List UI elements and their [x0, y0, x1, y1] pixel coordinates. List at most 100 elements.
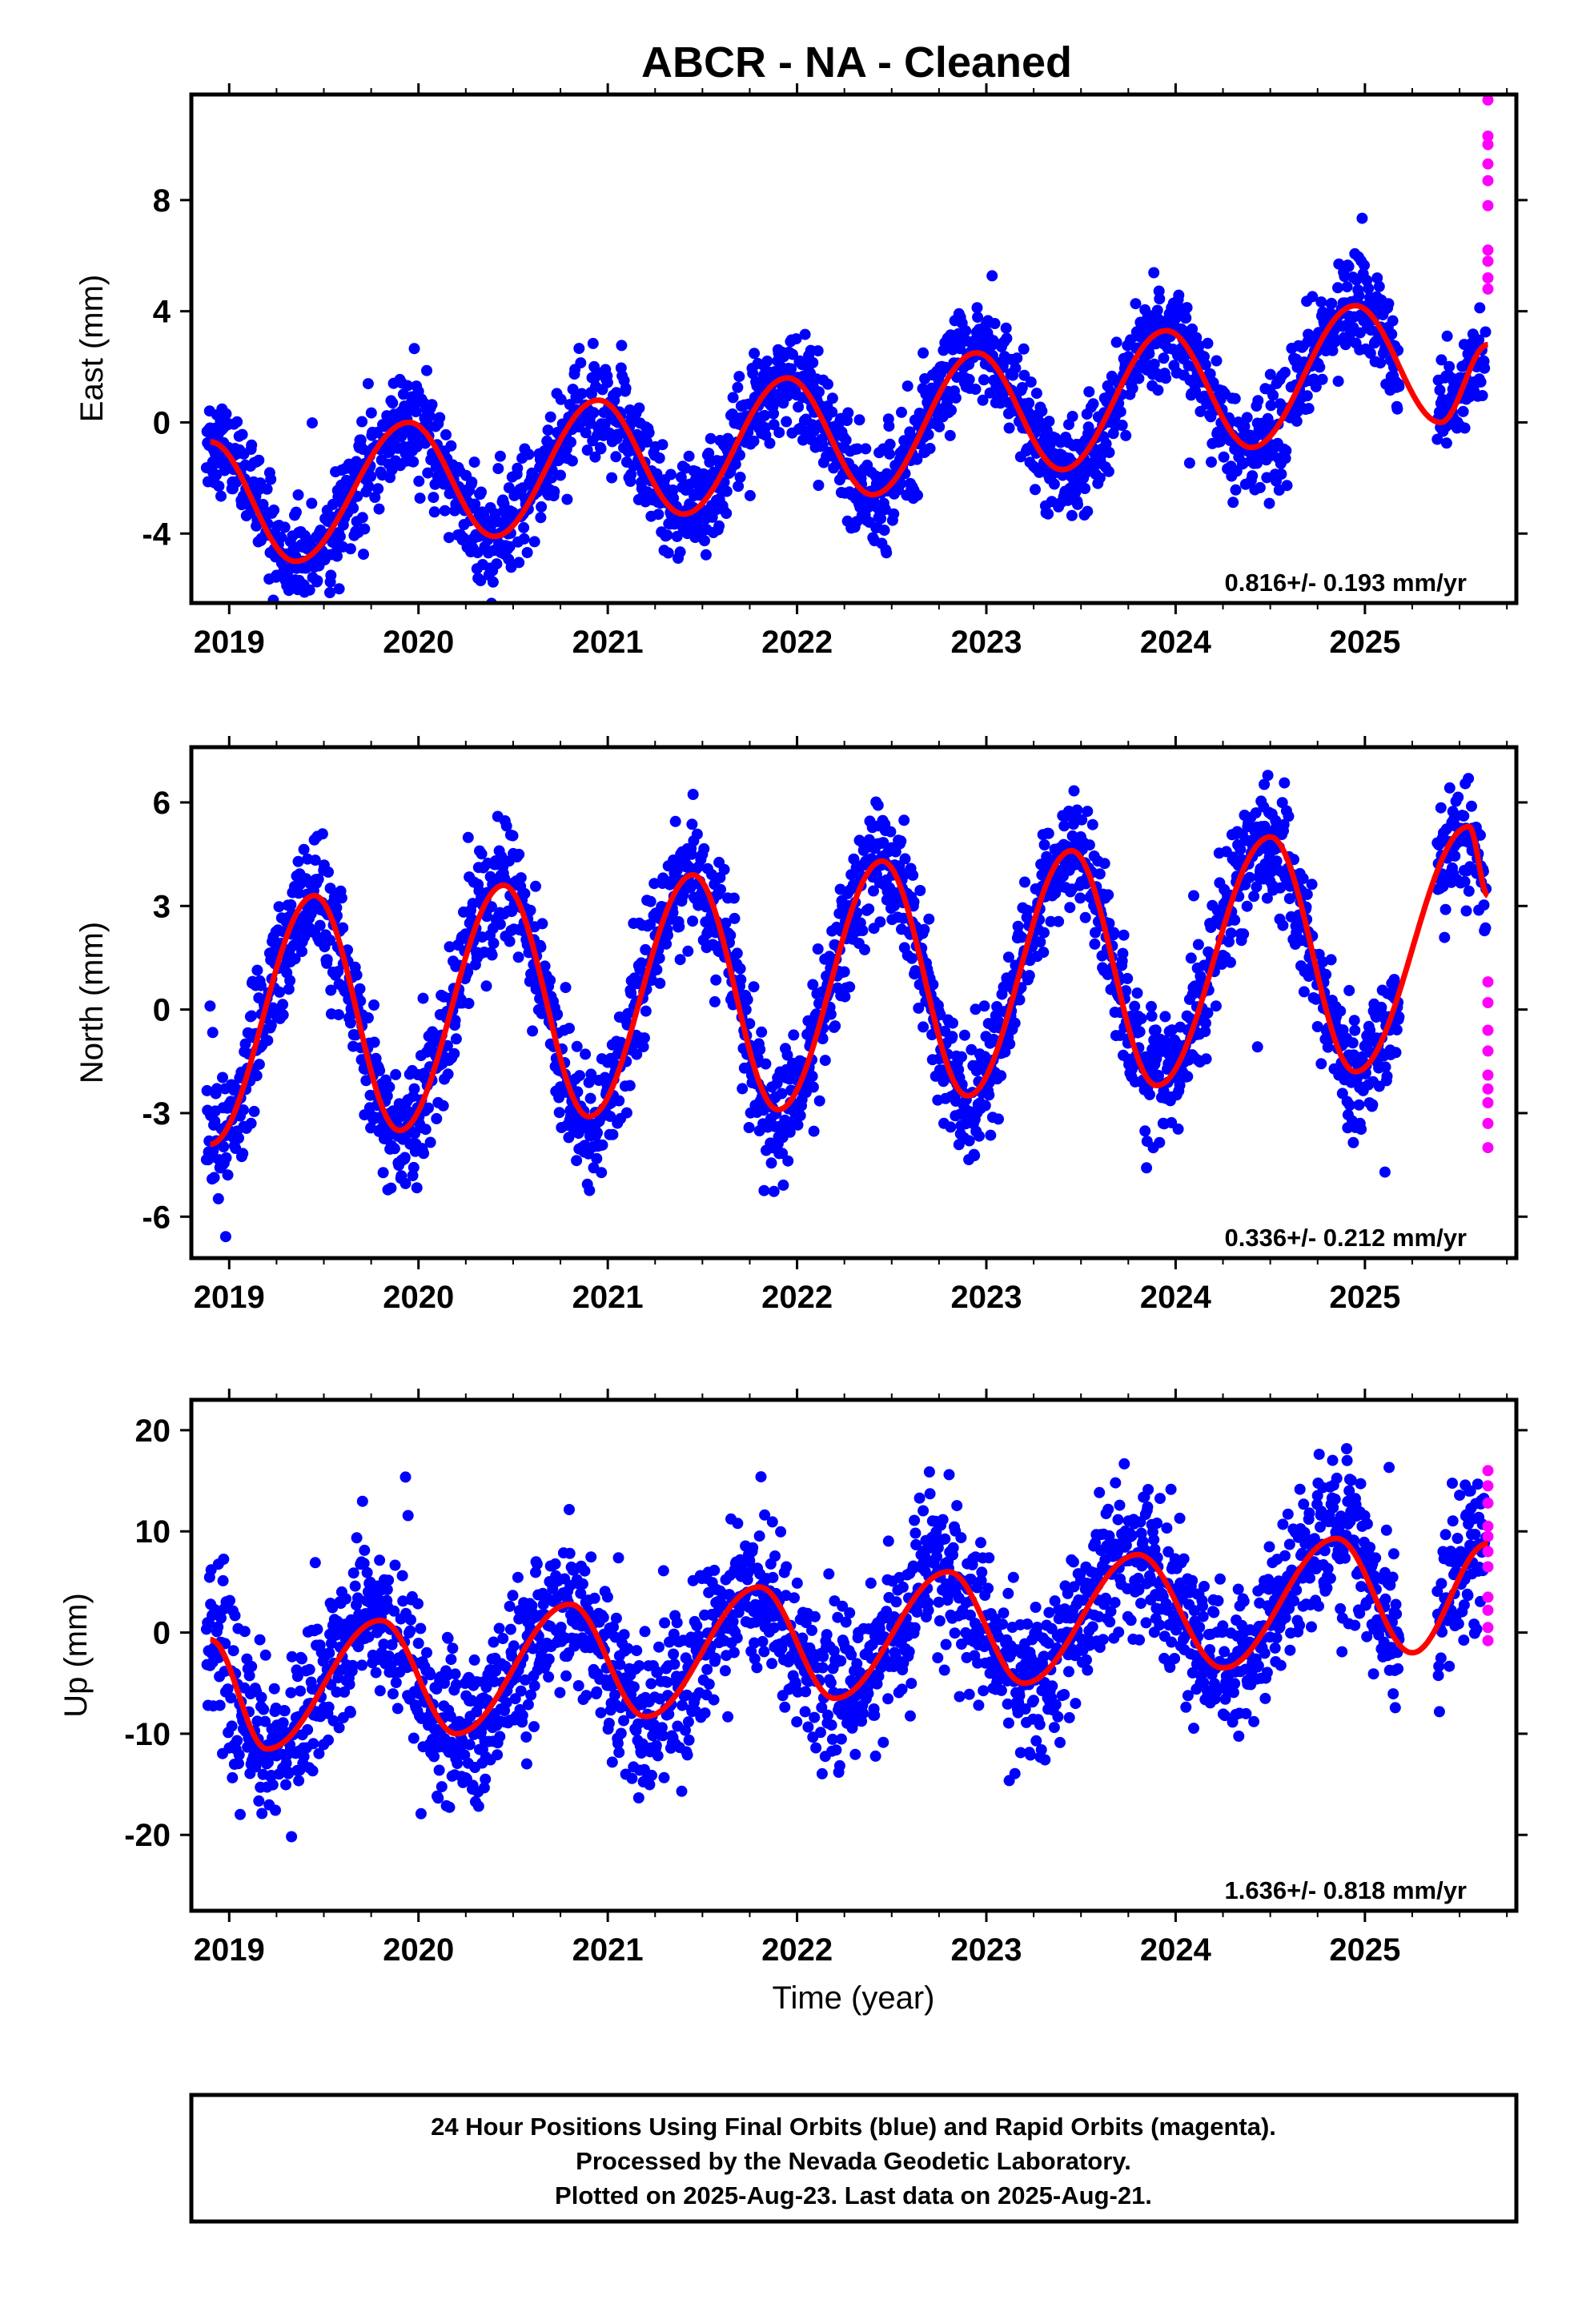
final-orbit-point: [280, 1757, 292, 1769]
final-orbit-point: [756, 1026, 768, 1038]
final-orbit-point: [1355, 1124, 1367, 1136]
final-orbit-point: [888, 508, 900, 520]
rapid-orbit-point: [1482, 1045, 1494, 1057]
final-orbit-point: [265, 473, 277, 485]
final-orbit-point: [734, 963, 746, 975]
final-orbit-point: [267, 1779, 279, 1791]
final-orbit-point: [347, 502, 359, 514]
final-orbit-point: [373, 503, 385, 515]
final-orbit-point: [575, 357, 587, 369]
final-orbit-point: [1276, 797, 1288, 809]
north-rapid-orbit-points: [1482, 976, 1494, 1154]
final-orbit-point: [747, 368, 759, 380]
final-orbit-point: [1251, 881, 1263, 893]
final-orbit-point: [768, 1185, 780, 1197]
final-orbit-point: [808, 1125, 820, 1137]
x-tick-label: 2022: [761, 1280, 833, 1315]
final-orbit-point: [914, 885, 926, 896]
final-orbit-point: [325, 984, 337, 996]
final-orbit-point: [1347, 1136, 1359, 1148]
final-orbit-point: [881, 547, 893, 559]
final-orbit-point: [1071, 804, 1083, 816]
final-orbit-point: [727, 392, 739, 404]
y-tick-label: -20: [124, 1818, 171, 1853]
final-orbit-point: [251, 964, 263, 976]
final-orbit-point: [1435, 802, 1447, 814]
final-orbit-point: [572, 1128, 584, 1140]
final-orbit-point: [985, 1129, 997, 1141]
final-orbit-point: [356, 1659, 368, 1671]
final-orbit-point: [912, 489, 923, 501]
final-orbit-point: [494, 450, 506, 462]
final-orbit-point: [1230, 484, 1242, 496]
final-orbit-point: [552, 1008, 564, 1020]
final-orbit-point: [595, 443, 607, 455]
final-orbit-point: [1306, 879, 1318, 891]
final-orbit-point: [1134, 1026, 1146, 1038]
final-orbit-point: [535, 941, 547, 953]
final-orbit-point: [671, 530, 683, 542]
final-orbit-point: [233, 1749, 245, 1761]
final-orbit-point: [519, 887, 531, 899]
final-orbit-point: [1030, 484, 1041, 496]
final-orbit-point: [662, 929, 673, 941]
x-tick-label: 2024: [1140, 1932, 1212, 1968]
final-orbit-point: [293, 887, 305, 899]
final-orbit-point: [1325, 954, 1337, 966]
final-orbit-point: [368, 999, 379, 1011]
final-orbit-point: [636, 957, 647, 969]
final-orbit-point: [721, 508, 733, 519]
final-orbit-point: [1283, 893, 1295, 905]
final-orbit-point: [333, 1009, 344, 1021]
final-orbit-point: [1359, 259, 1370, 271]
final-orbit-point: [488, 937, 500, 949]
final-orbit-point: [305, 908, 317, 920]
final-orbit-point: [1034, 936, 1046, 948]
final-orbit-point: [969, 1150, 981, 1161]
final-orbit-point: [324, 883, 336, 895]
x-tick-label: 2023: [951, 625, 1022, 660]
final-orbit-point: [1370, 336, 1382, 348]
final-orbit-point: [536, 918, 548, 930]
final-orbit-point: [245, 1117, 257, 1129]
final-orbit-point: [958, 1029, 970, 1041]
final-orbit-point: [596, 1139, 608, 1151]
final-orbit-point: [709, 995, 721, 1007]
final-orbit-point: [674, 954, 686, 966]
final-orbit-point: [450, 1033, 462, 1045]
final-orbit-point: [898, 814, 910, 826]
final-orbit-point: [217, 1072, 228, 1084]
final-orbit-point: [1391, 1023, 1403, 1035]
final-orbit-point: [215, 1612, 227, 1624]
final-orbit-point: [1183, 457, 1195, 469]
final-orbit-point: [977, 394, 989, 406]
final-orbit-point: [1303, 403, 1315, 415]
final-orbit-point: [710, 974, 722, 986]
final-orbit-point: [285, 1687, 297, 1699]
final-orbit-point: [758, 1184, 770, 1196]
final-orbit-point: [768, 408, 780, 420]
final-orbit-point: [587, 337, 599, 349]
final-orbit-point: [1261, 892, 1273, 904]
final-orbit-point: [1353, 1099, 1365, 1111]
final-orbit-point: [731, 947, 743, 959]
final-orbit-point: [826, 392, 838, 404]
final-orbit-point: [1038, 927, 1050, 939]
final-orbit-point: [812, 943, 824, 955]
final-orbit-point: [743, 1122, 755, 1133]
final-orbit-point: [421, 364, 432, 376]
final-orbit-point: [536, 501, 548, 513]
final-orbit-point: [683, 450, 695, 462]
final-orbit-point: [1003, 422, 1015, 434]
final-orbit-point: [581, 444, 593, 456]
final-orbit-point: [207, 1027, 219, 1039]
final-orbit-point: [1379, 1061, 1391, 1073]
final-orbit-point: [807, 1081, 819, 1093]
final-orbit-point: [219, 1231, 231, 1243]
final-orbit-point: [1030, 388, 1042, 400]
final-orbit-point: [224, 1594, 235, 1606]
final-orbit-point: [564, 1023, 575, 1035]
final-orbit-point: [358, 1558, 370, 1570]
final-orbit-point: [434, 412, 446, 424]
